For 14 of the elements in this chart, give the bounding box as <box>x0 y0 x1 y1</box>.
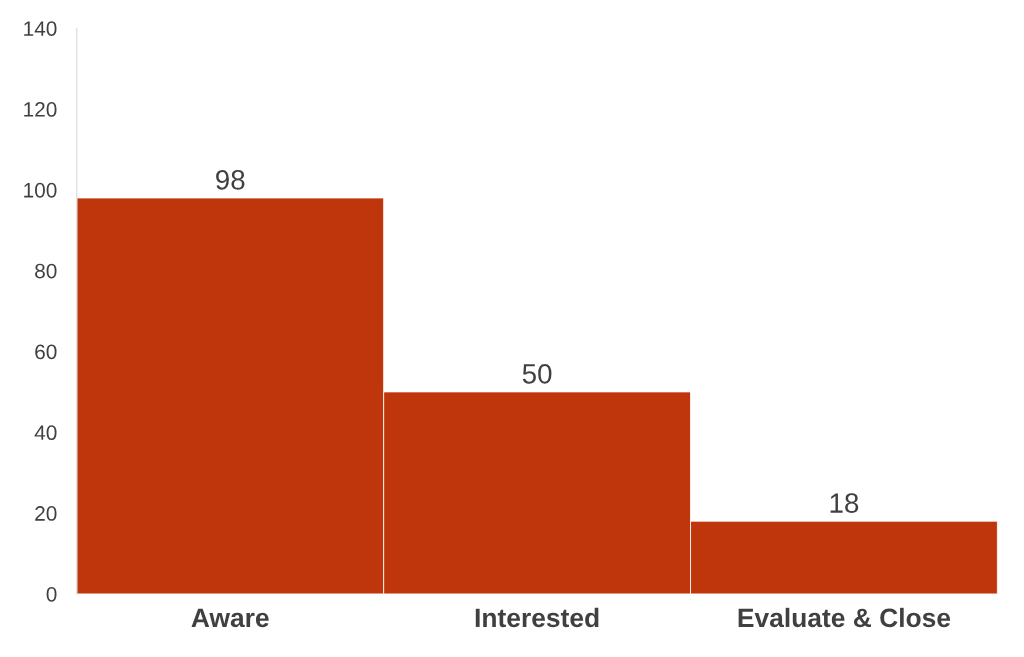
y-tick-label: 100 <box>24 182 57 198</box>
x-tick-label: Interested <box>475 607 599 628</box>
y-tick-label: 80 <box>35 263 57 279</box>
y-tick-label: 120 <box>24 102 57 117</box>
y-tick-label: 0 <box>46 586 57 602</box>
data-label: 50 <box>522 363 552 384</box>
data-label: 98 <box>216 170 245 190</box>
data-label: 18 <box>830 493 859 513</box>
y-tick-label: 60 <box>35 344 57 360</box>
y-tick-label: 140 <box>24 21 57 36</box>
y-tick-label: 20 <box>35 506 57 521</box>
x-tick-label: Aware <box>191 608 269 628</box>
x-tick-label: Evaluate & Close <box>738 607 951 628</box>
y-tick-label: 40 <box>34 425 57 441</box>
